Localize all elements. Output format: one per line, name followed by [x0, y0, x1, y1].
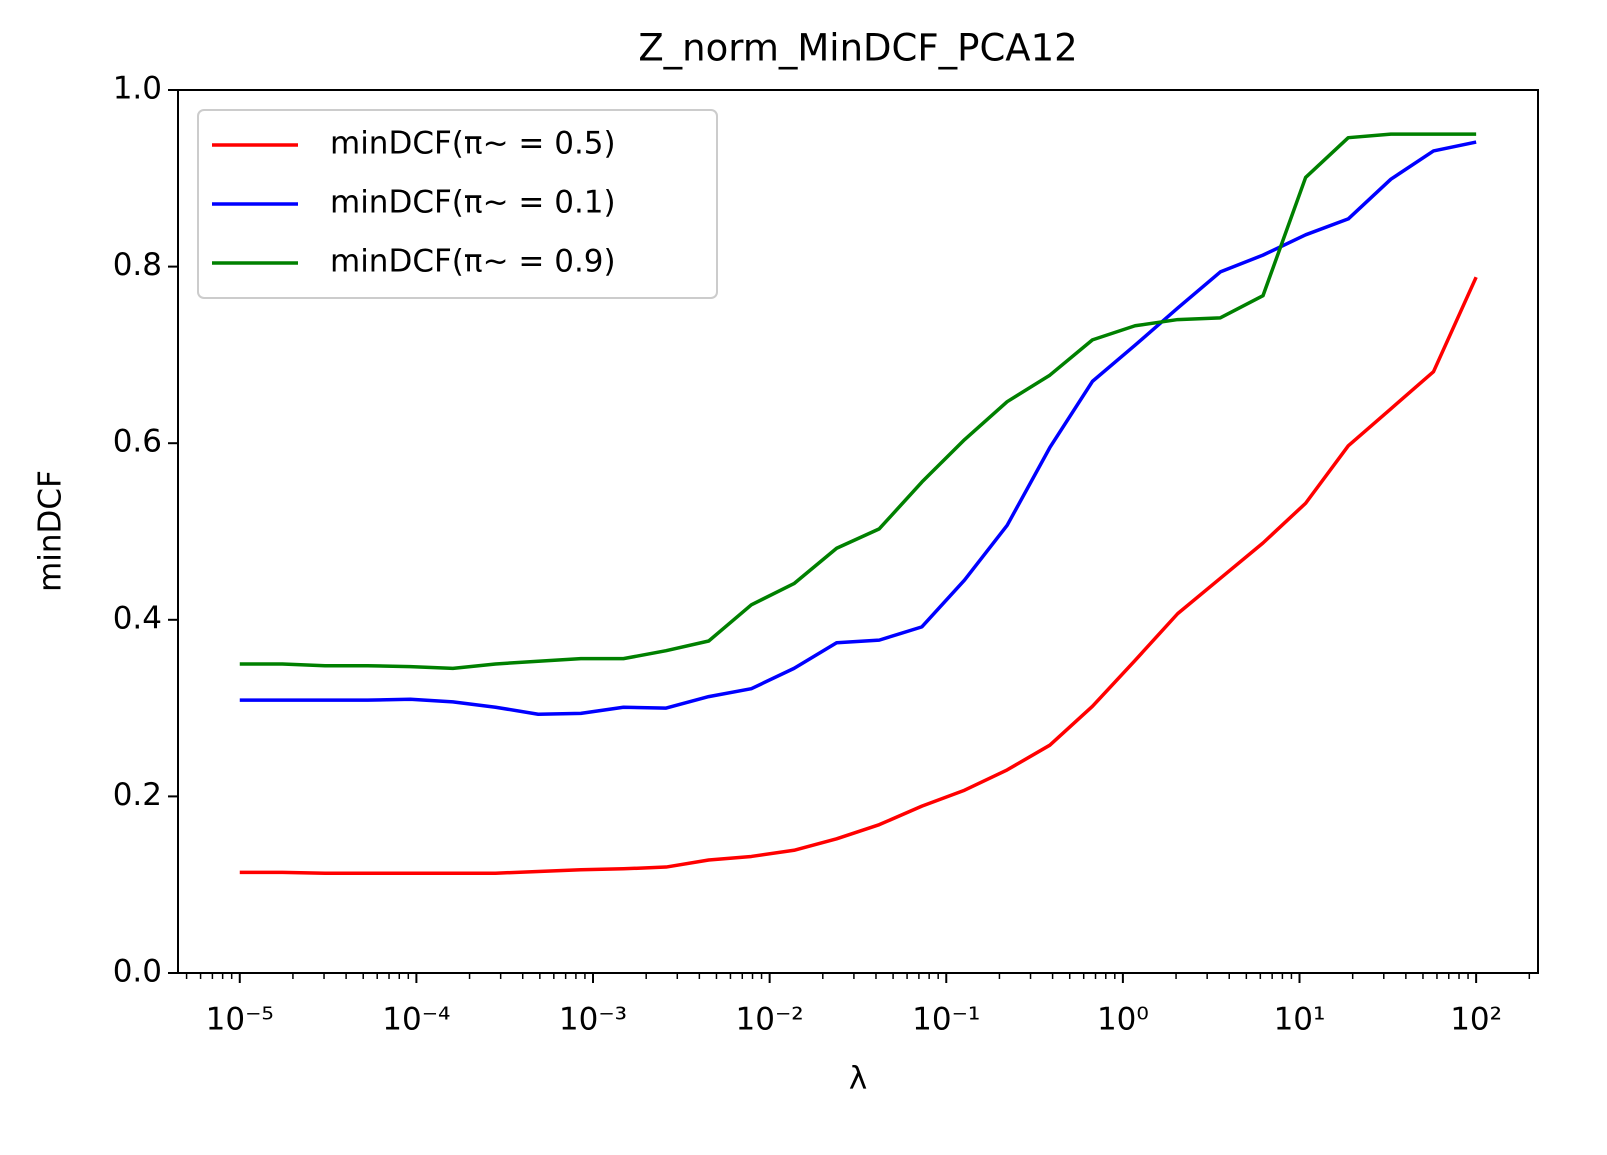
legend-label: minDCF(π~ = 0.1)	[330, 185, 616, 221]
series-line	[239, 132, 1477, 671]
x-tick-label: 10⁻⁵	[206, 1002, 274, 1038]
legend: minDCF(π~ = 0.5) minDCF(π~ = 0.1) minDCF(π…	[197, 109, 718, 299]
y-axis-label: minDCF	[33, 470, 69, 592]
plot-frame	[177, 89, 1539, 974]
x-tick-label: 10⁰	[1097, 1002, 1149, 1038]
series-line	[239, 276, 1478, 875]
x-tick-label: 10²	[1450, 1002, 1502, 1038]
legend-label: minDCF(π~ = 0.9)	[330, 244, 616, 280]
x-axis-label: λ	[849, 1061, 867, 1097]
x-tick-label: 10¹	[1274, 1002, 1326, 1038]
x-tick-label: 10⁻²	[736, 1002, 804, 1038]
x-tick-label: 10⁻³	[559, 1002, 627, 1038]
x-tick-label: 10⁻¹	[912, 1002, 980, 1038]
legend-label: minDCF(π~ = 0.5)	[330, 126, 616, 162]
y-tick-label: 0.6	[113, 424, 162, 460]
y-tick-label: 0.0	[113, 954, 162, 990]
legend-box	[197, 109, 718, 299]
y-tick-label: 0.2	[113, 777, 162, 813]
y-tick-label: 0.4	[113, 600, 162, 636]
chart-title: Z_norm_MinDCF_PCA12	[638, 27, 1077, 70]
series-line	[239, 140, 1477, 717]
y-tick-label: 0.8	[113, 247, 162, 283]
y-tick-label: 1.0	[113, 71, 162, 107]
x-tick-label: 10⁻⁴	[382, 1002, 450, 1038]
